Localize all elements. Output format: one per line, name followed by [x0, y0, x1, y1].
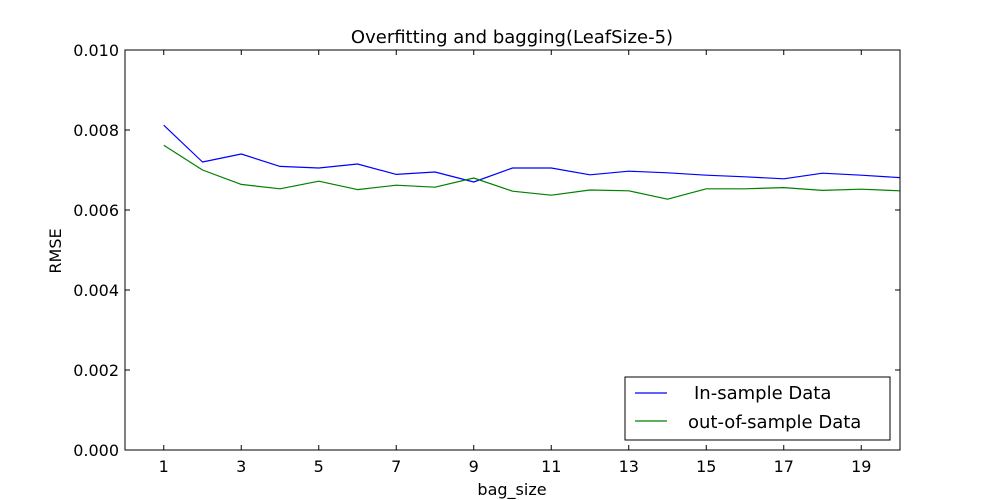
x-tick-label: 19	[851, 457, 871, 476]
legend-label-out-of-sample: out-of-sample Data	[688, 412, 861, 433]
legend-box	[624, 376, 891, 441]
x-tick-label: 15	[696, 457, 716, 476]
y-tick-label: 0.008	[73, 121, 119, 140]
series-line-in-sample	[163, 124, 901, 183]
legend-label-in-sample: In-sample Data	[694, 383, 831, 404]
x-tick-label: 13	[619, 457, 639, 476]
x-tick-label: 5	[314, 457, 324, 476]
x-tick-label: 9	[469, 457, 479, 476]
chart-title: Overfitting and bagging(LeafSize-5)	[351, 27, 673, 48]
x-tick-label: 17	[774, 457, 794, 476]
y-tick-label: 0.010	[73, 41, 119, 60]
y-tick-label: 0.000	[73, 441, 119, 460]
x-axis-label: bag_size	[477, 480, 546, 500]
y-tick-label: 0.002	[73, 361, 119, 380]
x-tick-label: 3	[236, 457, 246, 476]
y-axis-label: RMSE	[46, 228, 65, 273]
x-tick-label: 11	[541, 457, 561, 476]
plot-area-frame	[124, 49, 901, 451]
series-lines	[163, 124, 901, 200]
series-line-out-of-sample	[163, 144, 901, 200]
axis-ticks: 1 3 5 7 9 11 13 15 17 190.0000.0020.0040.0060.008…	[73, 41, 900, 476]
y-tick-label: 0.006	[73, 201, 119, 220]
x-tick-label: 7	[391, 457, 401, 476]
legend: In-sample Data out-of-sample Data	[624, 376, 891, 441]
y-tick-label: 0.004	[73, 281, 119, 300]
x-tick-label: 1	[159, 457, 169, 476]
